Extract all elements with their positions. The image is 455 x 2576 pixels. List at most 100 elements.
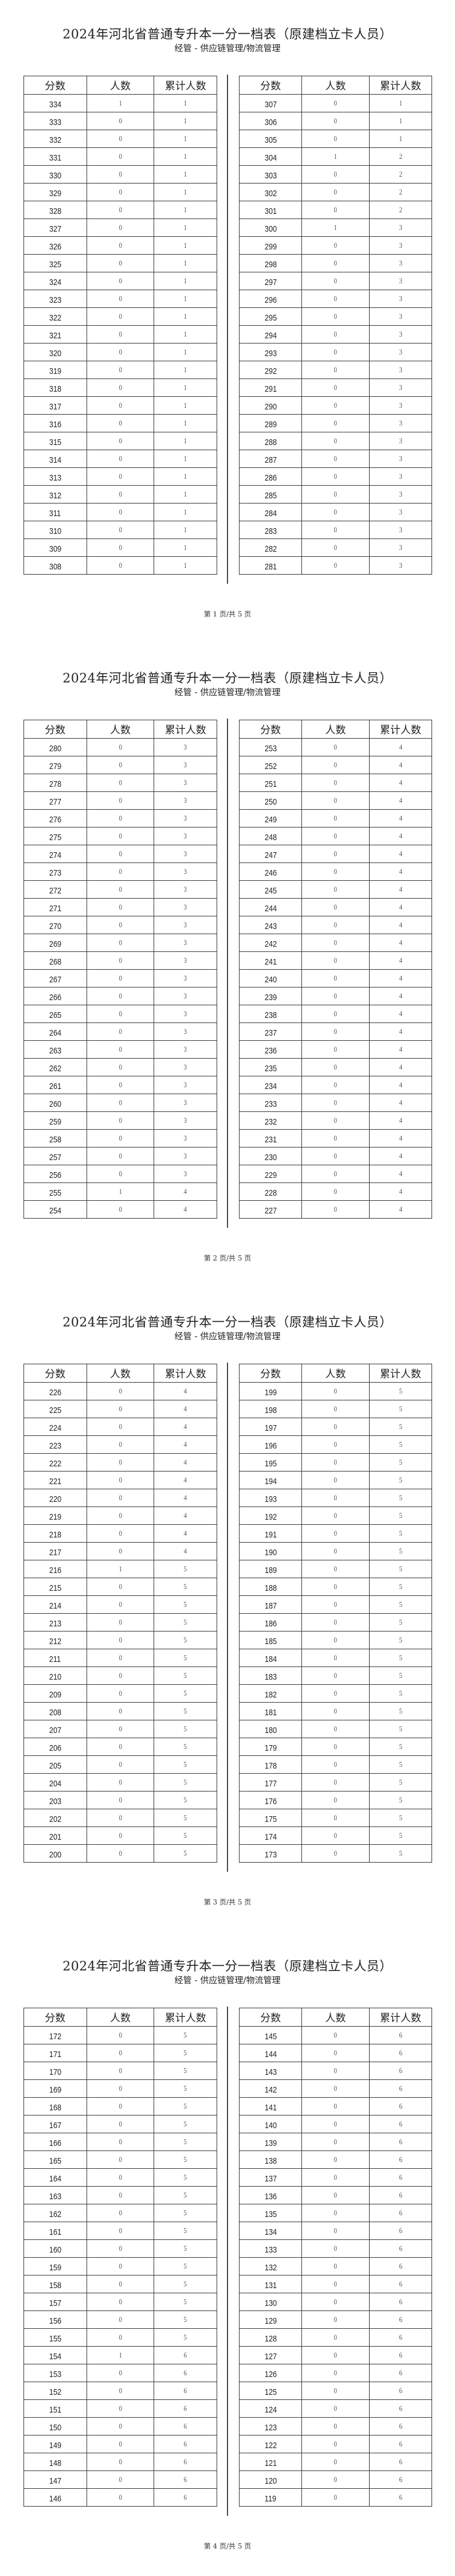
cell-score-text: 293 — [264, 348, 277, 358]
cell-score: 292 — [238, 361, 303, 379]
cell-count: 0 — [86, 2275, 155, 2293]
cell-cumulative-text: 3 — [399, 259, 402, 267]
cell-cumulative-text: 5 — [183, 1707, 187, 1715]
cell-count-text: 0 — [334, 294, 338, 303]
cell-cumulative-text: 5 — [399, 1476, 402, 1484]
page-title: 2024年河北省普通专升本一分一档表（原建档立卡人员） — [62, 1316, 393, 1330]
cell-count-text: 0 — [334, 1205, 338, 1213]
cell-count: 0 — [86, 2222, 155, 2240]
cell-cumulative-text: 6 — [399, 2102, 402, 2110]
cell-score: 191 — [238, 1524, 303, 1543]
table-row: 249 0 4 — [238, 809, 433, 828]
cell-score: 146 — [23, 2488, 87, 2507]
table-row: 224 0 4 — [23, 1418, 217, 1436]
cell-cumulative: 5 — [154, 2275, 217, 2293]
cell-count: 0 — [86, 1666, 155, 1685]
cell-count-text: 0 — [334, 2208, 338, 2217]
cell-score-text: 214 — [49, 1601, 61, 1611]
cell-cumulative: 1 — [154, 94, 217, 112]
table-row: 291 0 3 — [238, 378, 433, 397]
cell-cumulative-text: 3 — [399, 241, 402, 249]
cell-count-text: 0 — [119, 259, 122, 267]
cell-score-text: 146 — [49, 2493, 61, 2504]
cell-count: 1 — [301, 218, 370, 237]
cell-score: 194 — [238, 1471, 303, 1489]
cell-score-text: 287 — [264, 455, 277, 465]
table-row: 280 0 3 — [23, 738, 217, 756]
cell-cumulative: 4 — [368, 845, 433, 863]
cell-cumulative: 1 — [154, 538, 217, 557]
score-table-left: 分数 人数 累计人数 334 1 1 333 0 1 332 0 1 331 0 1 330 0 1 329 0 1 32… — [23, 76, 217, 575]
cell-cumulative: 6 — [368, 2364, 433, 2382]
cell-cumulative-text: 5 — [183, 1689, 187, 1697]
cell-cumulative-text: 6 — [183, 2457, 187, 2466]
score-table-right: 分数 人数 累计人数 199 0 5 198 0 5 197 0 5 196 0 5 195 0 5 194 0 5 19… — [238, 1364, 433, 1863]
cell-cumulative-text: 5 — [399, 1796, 402, 1804]
table-row: 209 0 5 — [23, 1684, 217, 1703]
cell-count: 0 — [301, 2293, 370, 2311]
cell-cumulative: 4 — [368, 827, 433, 845]
table-row: 228 0 4 — [238, 1182, 433, 1201]
cell-count-text: 0 — [119, 205, 122, 214]
cell-count-text: 0 — [119, 2440, 122, 2448]
cell-score-text: 304 — [264, 153, 277, 163]
cell-count-text: 0 — [119, 223, 122, 232]
cell-count: 0 — [86, 201, 155, 219]
cell-cumulative: 5 — [154, 1720, 217, 1738]
table-row: 232 0 4 — [238, 1111, 433, 1130]
cell-cumulative: 6 — [368, 2346, 433, 2364]
cell-count-text: 0 — [334, 1152, 338, 1160]
cell-score-text: 284 — [264, 508, 277, 518]
cell-cumulative: 5 — [368, 1471, 433, 1489]
cell-cumulative: 3 — [154, 738, 217, 756]
table-row: 119 0 6 — [238, 2488, 433, 2507]
table-row: 147 0 6 — [23, 2470, 217, 2489]
cell-cumulative-text: 5 — [399, 1404, 402, 1413]
cell-score: 247 — [238, 845, 303, 863]
cell-count-text: 0 — [334, 2368, 338, 2377]
cell-cumulative: 4 — [368, 969, 433, 988]
cell-count: 0 — [86, 1702, 155, 1720]
table-row: 231 0 4 — [238, 1129, 433, 1148]
cell-cumulative-text: 4 — [183, 1547, 187, 1555]
table-row: 267 0 3 — [23, 969, 217, 988]
cell-cumulative-text: 6 — [399, 2048, 402, 2057]
cell-count: 0 — [86, 147, 155, 166]
cell-cumulative-text: 4 — [399, 1187, 402, 1196]
cell-cumulative: 5 — [154, 2115, 217, 2133]
cell-score-text: 278 — [49, 779, 61, 789]
cell-cumulative-text: 4 — [399, 1080, 402, 1089]
cell-score-text: 124 — [264, 2405, 277, 2415]
cell-score-text: 331 — [49, 153, 61, 163]
cell-score: 190 — [238, 1542, 303, 1560]
cell-cumulative: 5 — [368, 1542, 433, 1560]
cell-count: 0 — [301, 1022, 370, 1041]
cell-score: 252 — [238, 756, 303, 774]
cell-count: 0 — [86, 1200, 155, 1219]
cell-count-text: 0 — [119, 276, 122, 285]
cell-count: 0 — [301, 1182, 370, 1201]
page-footer: 第 1 页/共 5 页 — [203, 610, 252, 618]
cell-count: 0 — [86, 1489, 155, 1507]
cell-cumulative-text: 4 — [183, 1187, 187, 1196]
cell-count: 0 — [86, 130, 155, 148]
table-header-row: 分数 人数 累计人数 — [23, 1364, 217, 1383]
cell-score: 182 — [238, 1684, 303, 1703]
cell-score: 285 — [238, 485, 303, 504]
cell-score: 137 — [238, 2168, 303, 2187]
cell-count: 0 — [86, 2310, 155, 2329]
cell-cumulative: 3 — [368, 272, 433, 290]
cell-count-text: 0 — [119, 365, 122, 374]
cell-cumulative-text: 3 — [399, 401, 402, 409]
cell-cumulative-text: 5 — [183, 1778, 187, 1786]
table-row: 166 0 5 — [23, 2133, 217, 2151]
cell-cumulative-text: 3 — [399, 419, 402, 427]
cell-cumulative-text: 5 — [399, 1511, 402, 1520]
cell-count-text: 0 — [334, 543, 338, 552]
table-row: 184 0 5 — [238, 1649, 433, 1667]
cell-count-text: 0 — [334, 743, 338, 751]
cell-count: 0 — [86, 951, 155, 970]
table-row: 178 0 5 — [238, 1755, 433, 1774]
table-row: 199 0 5 — [238, 1382, 433, 1400]
table-row: 123 0 6 — [238, 2417, 433, 2436]
